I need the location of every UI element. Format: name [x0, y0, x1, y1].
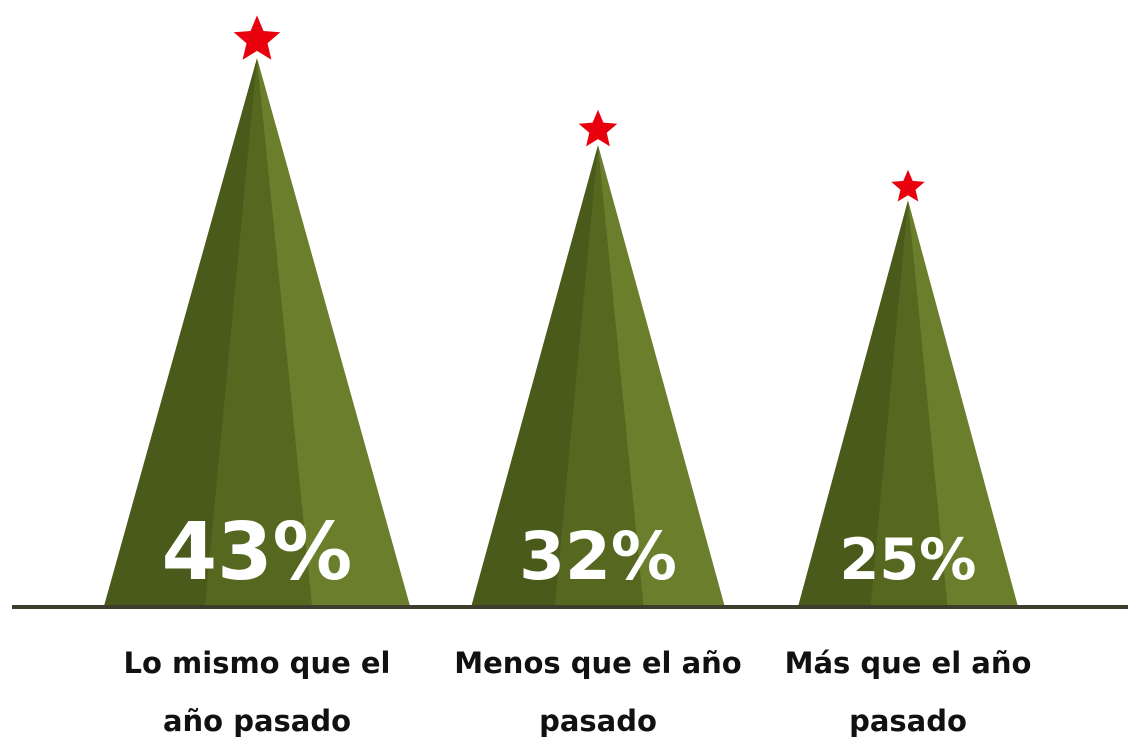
value-label: 43%	[162, 505, 353, 598]
category-label: Lo mismo que el año pasado	[123, 646, 391, 738]
category-label: Más que el año pasado	[784, 646, 1032, 738]
tree-facet-right	[598, 145, 725, 607]
star	[891, 169, 925, 202]
category-label: Menos que el año pasado	[454, 646, 742, 738]
star	[233, 15, 281, 60]
star	[578, 109, 618, 147]
tree-facet-right	[908, 200, 1018, 607]
tree-facet-left	[103, 58, 257, 608]
tree-facet-left	[471, 145, 598, 607]
tree-facet-left	[798, 200, 908, 607]
tree-facet-right	[257, 58, 411, 608]
value-label: 32%	[519, 518, 677, 595]
value-label: 25%	[840, 527, 977, 593]
